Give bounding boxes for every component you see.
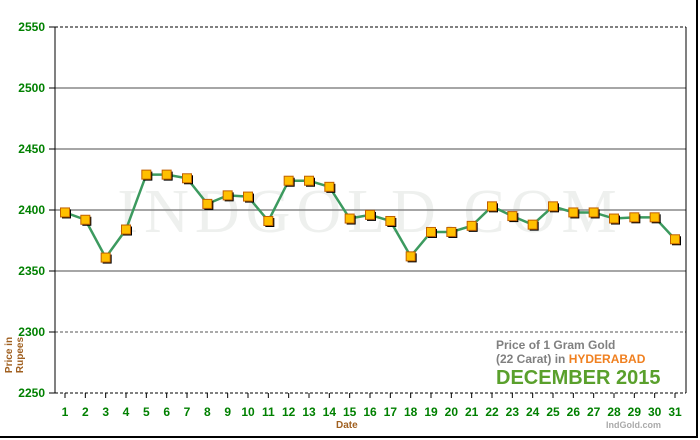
- data-point: [629, 212, 640, 223]
- x-tick-label: 26: [567, 405, 581, 419]
- y-tick-label: 2500: [18, 81, 45, 95]
- y-tick-label: 2550: [18, 20, 45, 34]
- data-point: [365, 209, 375, 220]
- x-tick-label: 27: [587, 405, 601, 419]
- data-point: [649, 212, 660, 223]
- data-point: [243, 191, 253, 202]
- data-point: [283, 175, 294, 186]
- x-axis-label: Date: [336, 420, 358, 431]
- x-tick-label: 5: [143, 405, 150, 419]
- x-tick-label: 24: [526, 405, 540, 419]
- data-point: [588, 207, 599, 218]
- x-tick-label: 14: [323, 405, 337, 419]
- data-point: [446, 226, 457, 237]
- x-tick-label: 28: [607, 405, 621, 419]
- x-tick-label: 7: [184, 405, 191, 419]
- data-point: [222, 190, 233, 201]
- credit: IndGold.com: [606, 420, 661, 430]
- x-tick-label: 13: [302, 405, 316, 419]
- data-point: [507, 211, 518, 222]
- data-point: [527, 219, 538, 230]
- data-point: [80, 214, 91, 225]
- x-tick-label: 4: [123, 405, 130, 419]
- data-point: [141, 169, 152, 180]
- x-tick-label: 11: [262, 405, 275, 419]
- x-tick-label: 19: [424, 405, 438, 419]
- x-tick-label: 3: [102, 405, 109, 419]
- x-tick-label: 23: [506, 405, 520, 419]
- y-tick-label: 2450: [18, 142, 45, 156]
- data-point: [100, 252, 111, 263]
- x-tick-label: 15: [343, 405, 357, 419]
- data-point: [609, 213, 619, 224]
- data-point: [202, 198, 213, 209]
- city-name: HYDERABAD: [568, 352, 646, 366]
- data-point: [121, 224, 131, 235]
- data-point: [670, 234, 680, 245]
- y-tick-label: 2400: [18, 203, 45, 217]
- data-point: [405, 251, 416, 262]
- y-tick-label: 2350: [18, 264, 45, 278]
- x-tick-label: 31: [668, 405, 682, 419]
- x-tick-label: 12: [282, 405, 296, 419]
- chart-title-box: Price of 1 Gram Gold (22 Carat) in HYDER…: [496, 338, 676, 390]
- title-line2: (22 Carat) in: [496, 352, 566, 366]
- x-tick-label: 22: [485, 405, 499, 419]
- data-point: [324, 181, 335, 192]
- y-axis-label: Price in Rupees: [4, 336, 26, 374]
- x-tick-label: 29: [628, 405, 642, 419]
- x-tick-label: 17: [384, 405, 398, 419]
- data-point: [60, 207, 70, 218]
- data-point: [385, 215, 396, 226]
- title-line1: Price of 1 Gram Gold: [496, 338, 616, 352]
- data-point: [161, 169, 172, 180]
- x-tick-label: 6: [163, 405, 170, 419]
- x-tick-label: 9: [224, 405, 231, 419]
- x-tick-label: 8: [204, 405, 211, 419]
- x-tick-label: 21: [465, 405, 479, 419]
- data-point: [487, 201, 497, 212]
- data-point: [548, 201, 558, 212]
- x-tick-label: 10: [241, 405, 255, 419]
- x-tick-label: 18: [404, 405, 418, 419]
- x-tick-label: 2: [82, 405, 89, 419]
- x-tick-label: 25: [546, 405, 560, 419]
- x-tick-label: 20: [445, 405, 459, 419]
- period: DECEMBER 2015: [496, 367, 661, 389]
- data-point: [304, 175, 314, 186]
- x-tick-label: 30: [648, 405, 662, 419]
- data-point: [426, 226, 436, 237]
- x-tick-label: 16: [363, 405, 377, 419]
- y-tick-label: 2250: [18, 386, 45, 400]
- x-tick-label: 1: [62, 405, 69, 419]
- data-point: [182, 173, 192, 184]
- data-point: [344, 213, 355, 224]
- y-tick-label: 2300: [18, 325, 45, 339]
- data-point: [466, 220, 477, 231]
- data-point: [568, 207, 579, 218]
- data-point: [263, 215, 274, 226]
